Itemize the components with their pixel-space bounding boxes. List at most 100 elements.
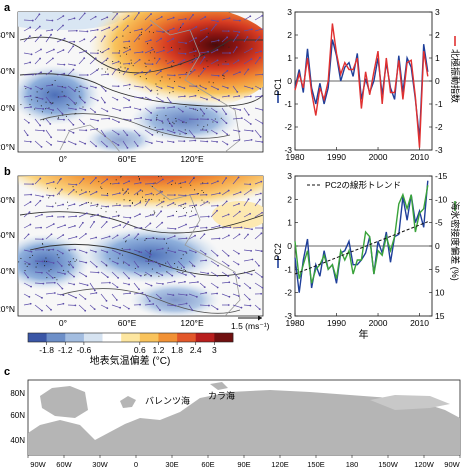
stipple-dot	[122, 188, 124, 190]
wind-vector	[111, 118, 120, 123]
wind-vector	[34, 282, 44, 284]
wind-vector	[133, 182, 141, 185]
lon-tick-label: 120W	[414, 460, 435, 469]
wind-vector-head	[84, 309, 87, 312]
wind-vector	[221, 249, 229, 257]
y2-tick-label: -10	[435, 194, 448, 204]
wind-vector	[133, 96, 143, 99]
wind-vector-head	[74, 224, 76, 227]
wind-vector-head	[118, 252, 121, 255]
stipple-dot	[173, 80, 176, 82]
significance-stipple	[20, 26, 230, 136]
stipple-dot	[139, 200, 142, 202]
wind-vector-head	[261, 276, 263, 278]
wind-vector	[122, 84, 130, 87]
contour-line	[19, 211, 263, 234]
stipple-dot	[212, 82, 214, 84]
wind-vector-head	[225, 113, 228, 115]
stipple-dot	[222, 45, 224, 47]
wind-vector	[111, 26, 118, 32]
wind-vector	[78, 222, 84, 229]
stipple-dot	[36, 91, 38, 93]
wind-vector	[243, 15, 251, 21]
x-tick-label: 1990	[327, 318, 346, 328]
wind-vector	[45, 118, 51, 125]
wind-vector-head	[205, 291, 208, 294]
wind-vector-head	[250, 189, 252, 191]
wind-vector-head	[160, 70, 162, 72]
wind-vector-head	[139, 189, 142, 192]
wind-vector	[210, 74, 219, 77]
wind-vector-head	[207, 272, 210, 275]
wind-vector	[122, 271, 130, 279]
wind-vector-head	[63, 118, 65, 121]
wind-vector	[100, 129, 106, 137]
wind-vector	[199, 201, 208, 207]
wind-vector-head	[40, 48, 42, 51]
wind-vector-head	[225, 122, 228, 125]
stipple-dot	[40, 105, 42, 107]
wind-vector	[45, 140, 52, 146]
stipple-dot	[120, 66, 122, 68]
wind-vector-head	[260, 292, 263, 295]
panel-a-map: a 80°N 60°N 40°N 20°N 0° 60°E 120°E	[0, 2, 264, 164]
y2-tick-label: 5	[435, 264, 440, 274]
wind-vector	[34, 200, 41, 207]
wind-vector-head	[138, 34, 141, 37]
stipple-dot	[149, 256, 151, 258]
wind-vector	[56, 63, 65, 66]
wind-vector-head	[193, 69, 196, 71]
wind-vector	[100, 216, 110, 219]
wind-vector-head	[174, 228, 177, 230]
stipple-dot	[127, 192, 130, 194]
wind-vector-head	[197, 281, 199, 283]
wind-vector-head	[151, 134, 154, 136]
wind-vector-head	[239, 71, 241, 74]
wind-vector-head	[116, 98, 119, 101]
stipple-dot	[207, 32, 209, 34]
wind-vector-head	[128, 283, 130, 286]
wind-vector	[243, 48, 252, 54]
wind-vector	[23, 85, 32, 90]
stipple-dot	[149, 252, 151, 254]
stipple-dot	[149, 251, 151, 253]
stipple-dot	[182, 121, 184, 123]
wind-vector	[221, 226, 231, 229]
stipple-dot	[41, 88, 43, 90]
wind-vector-head	[227, 63, 230, 66]
wind-vector	[210, 210, 218, 218]
wind-vector-head	[237, 176, 240, 179]
wind-vector-head	[259, 192, 262, 195]
stipple-dot	[179, 182, 181, 184]
wind-vector	[23, 249, 32, 253]
wind-vector-head	[216, 254, 219, 257]
wind-vector	[144, 271, 152, 277]
wind-vector-head	[152, 260, 155, 263]
wind-vector	[177, 85, 185, 89]
stipple-dot	[150, 275, 152, 277]
wind-vector-head	[246, 36, 249, 38]
wind-vector-head	[29, 302, 32, 305]
wind-vector-head	[139, 201, 142, 204]
colorbar-cell	[28, 333, 47, 342]
stipple-dot	[148, 172, 149, 173]
wind-vector-head	[152, 182, 155, 185]
stipple-dot	[220, 117, 222, 119]
wind-vector	[56, 38, 65, 43]
wind-vector-head	[184, 181, 187, 183]
wind-vector-head	[114, 68, 117, 71]
wind-vector-head	[149, 98, 152, 101]
stipple-dot	[100, 215, 102, 217]
wind-vector	[166, 106, 175, 109]
wind-vector-head	[40, 271, 43, 274]
wind-vector-head	[260, 232, 263, 235]
wind-vector-head	[82, 177, 85, 180]
wind-vector	[45, 304, 52, 311]
wind-vector-head	[129, 106, 132, 108]
wind-vector-head	[259, 87, 262, 90]
wind-vector-head	[52, 262, 55, 264]
wind-vector	[78, 178, 84, 185]
wind-vector	[78, 118, 85, 125]
colorbar-cell	[83, 333, 103, 342]
stipple-dot	[57, 118, 59, 120]
